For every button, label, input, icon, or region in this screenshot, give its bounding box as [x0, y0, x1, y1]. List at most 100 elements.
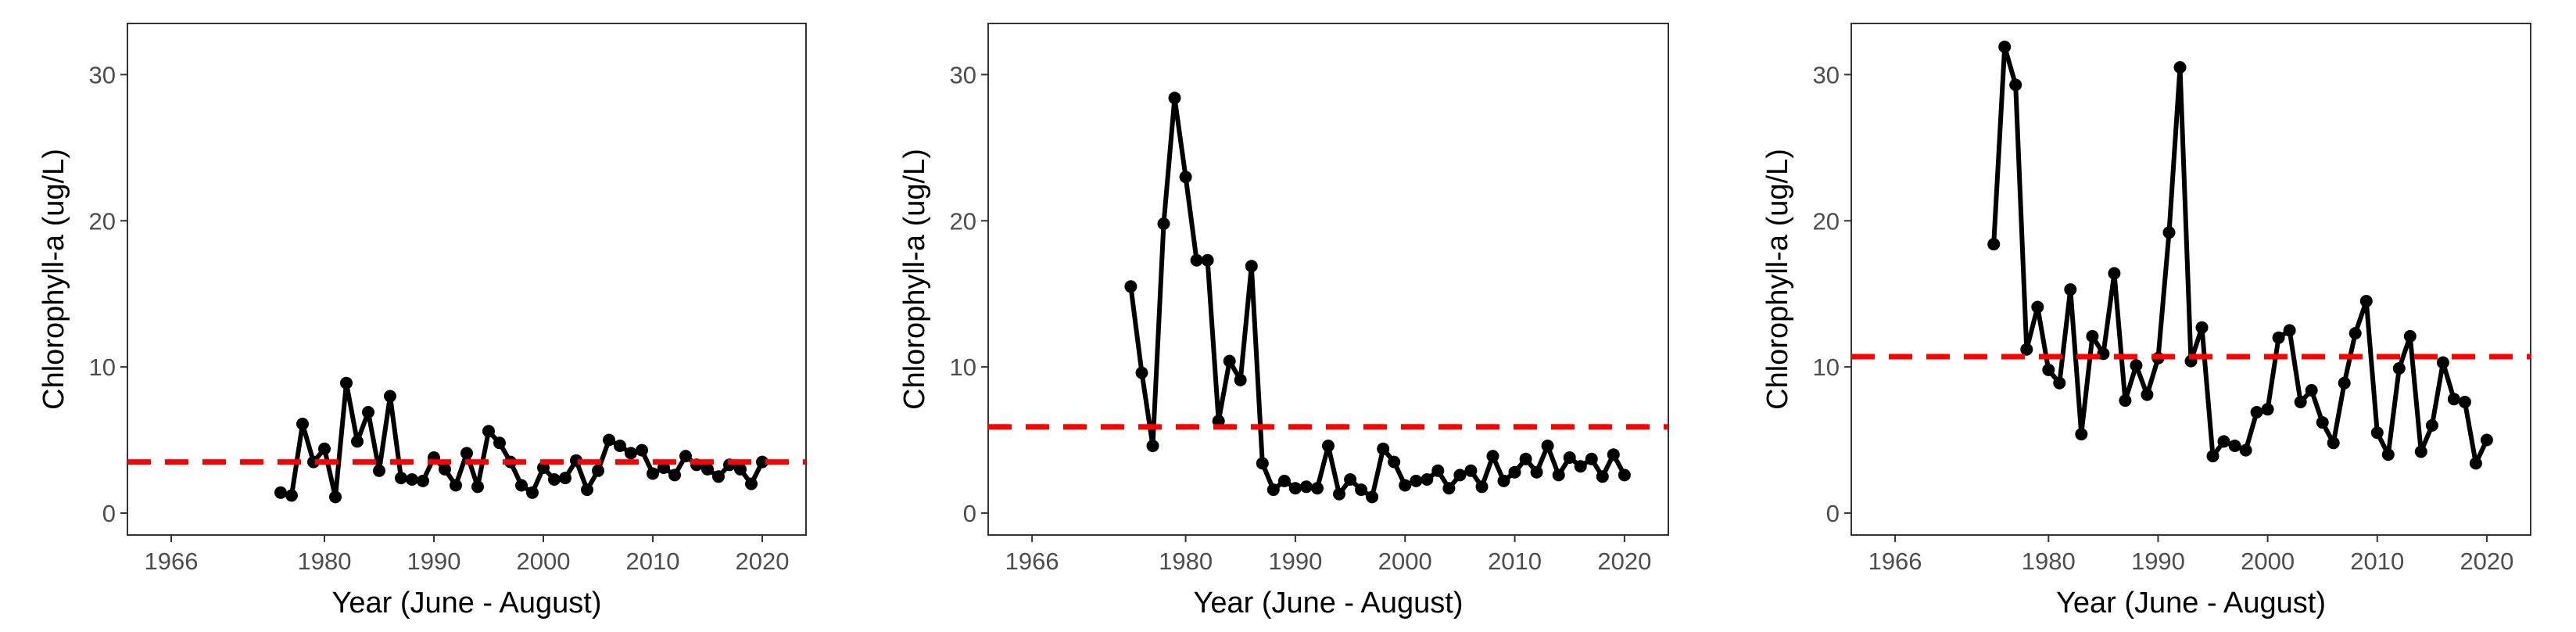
chart-panel-3: 0 10 20 30 1966 1980 1990 2000 2010 2020 Year (Jun… [1761, 23, 2531, 619]
data-point [1596, 470, 1609, 483]
x-tick-label: 1966 [1868, 548, 1922, 575]
data-point [318, 442, 331, 455]
data-point [351, 435, 364, 448]
panel-border [1850, 23, 2531, 536]
data-point [581, 483, 593, 497]
x-axis-title: Year (June - August) [2056, 587, 2326, 619]
data-point [614, 440, 626, 452]
data-point [1497, 474, 1510, 487]
data-point [450, 479, 462, 492]
x-tick-label: 2010 [626, 548, 680, 575]
data-point [1563, 451, 1576, 464]
data-point [548, 473, 561, 486]
data-point [1552, 469, 1565, 482]
x-tick-label: 1966 [1005, 548, 1059, 575]
data-point [1344, 473, 1357, 486]
chart-panel-1: 0 10 20 30 1966 1980 1990 2000 2010 2020 Year (Jun… [38, 23, 807, 619]
y-tick-label: 10 [950, 354, 976, 381]
data-point [2294, 396, 2307, 408]
data-point [1201, 253, 1214, 267]
data-point [2195, 321, 2209, 334]
data-point [2316, 416, 2329, 429]
x-tick-label: 2020 [2460, 548, 2513, 575]
data-point [592, 464, 604, 477]
data-point [1574, 460, 1587, 473]
x-axis-title: Year (June - August) [1193, 587, 1463, 619]
x-tick-label: 1966 [145, 548, 199, 575]
data-point [1355, 483, 1368, 497]
data-point [2053, 376, 2066, 390]
data-point [1124, 280, 1138, 293]
data-point [373, 464, 385, 477]
data-point [395, 472, 407, 485]
data-point [1377, 442, 1390, 455]
data-point [2042, 363, 2055, 376]
data-point [274, 486, 287, 499]
data-point [2064, 283, 2077, 296]
data-point [285, 489, 298, 502]
y-tick-label: 30 [950, 61, 976, 88]
data-point [712, 470, 725, 483]
data-point [2425, 418, 2438, 432]
data-point [1508, 465, 1521, 479]
data-point [1234, 373, 1247, 386]
data-point [482, 425, 495, 438]
data-point [679, 450, 692, 463]
data-point [1486, 450, 1499, 463]
data-point [1190, 253, 1203, 267]
data-point [625, 447, 637, 460]
data-point [2458, 396, 2471, 408]
data-point [647, 467, 659, 480]
panel-border [987, 23, 1669, 536]
data-point [2359, 295, 2373, 307]
data-point [1519, 452, 1532, 465]
data-point [362, 406, 374, 418]
data-point [2031, 300, 2044, 314]
data-point [1618, 469, 1631, 482]
data-point [1541, 440, 1554, 452]
data-point [2436, 356, 2449, 369]
y-tick-label: 0 [963, 500, 976, 527]
data-point [1322, 440, 1335, 452]
data-point [668, 469, 681, 482]
data-point [2392, 362, 2406, 375]
x-tick-label: 2000 [1378, 548, 1432, 575]
data-point [701, 462, 714, 476]
data-point [1299, 480, 1313, 494]
data-point [2414, 445, 2427, 458]
data-point [2020, 343, 2033, 356]
data-point [734, 462, 747, 476]
data-point [1530, 465, 1543, 479]
x-tick-label: 1990 [407, 548, 461, 575]
data-point [1431, 464, 1445, 477]
data-point [406, 473, 418, 486]
data-point [340, 376, 353, 390]
data-point [1475, 480, 1489, 494]
data-point [1333, 487, 1345, 501]
data-point [2348, 327, 2362, 340]
data-point [307, 455, 320, 469]
data-point [1256, 457, 1269, 470]
data-point [2305, 384, 2318, 397]
data-point [2381, 448, 2395, 461]
series-line [1128, 95, 1627, 500]
data-point [756, 455, 769, 469]
y-tick-label: 0 [102, 500, 116, 527]
data-point [2086, 329, 2099, 343]
data-point [636, 443, 648, 457]
data-point [2480, 433, 2493, 447]
y-tick-label: 20 [950, 207, 976, 235]
data-point [1998, 40, 2012, 53]
data-point [2206, 450, 2220, 463]
x-tick-label: 1980 [298, 548, 352, 575]
data-point [1987, 238, 2001, 251]
data-point [2009, 78, 2022, 92]
data-point [2173, 61, 2187, 74]
data-point [2097, 347, 2110, 361]
data-point [2327, 436, 2340, 450]
data-point [2162, 226, 2176, 239]
data-point [745, 477, 758, 490]
data-point [2338, 376, 2351, 390]
data-point [1245, 260, 1258, 273]
x-tick-label: 2020 [1597, 548, 1651, 575]
